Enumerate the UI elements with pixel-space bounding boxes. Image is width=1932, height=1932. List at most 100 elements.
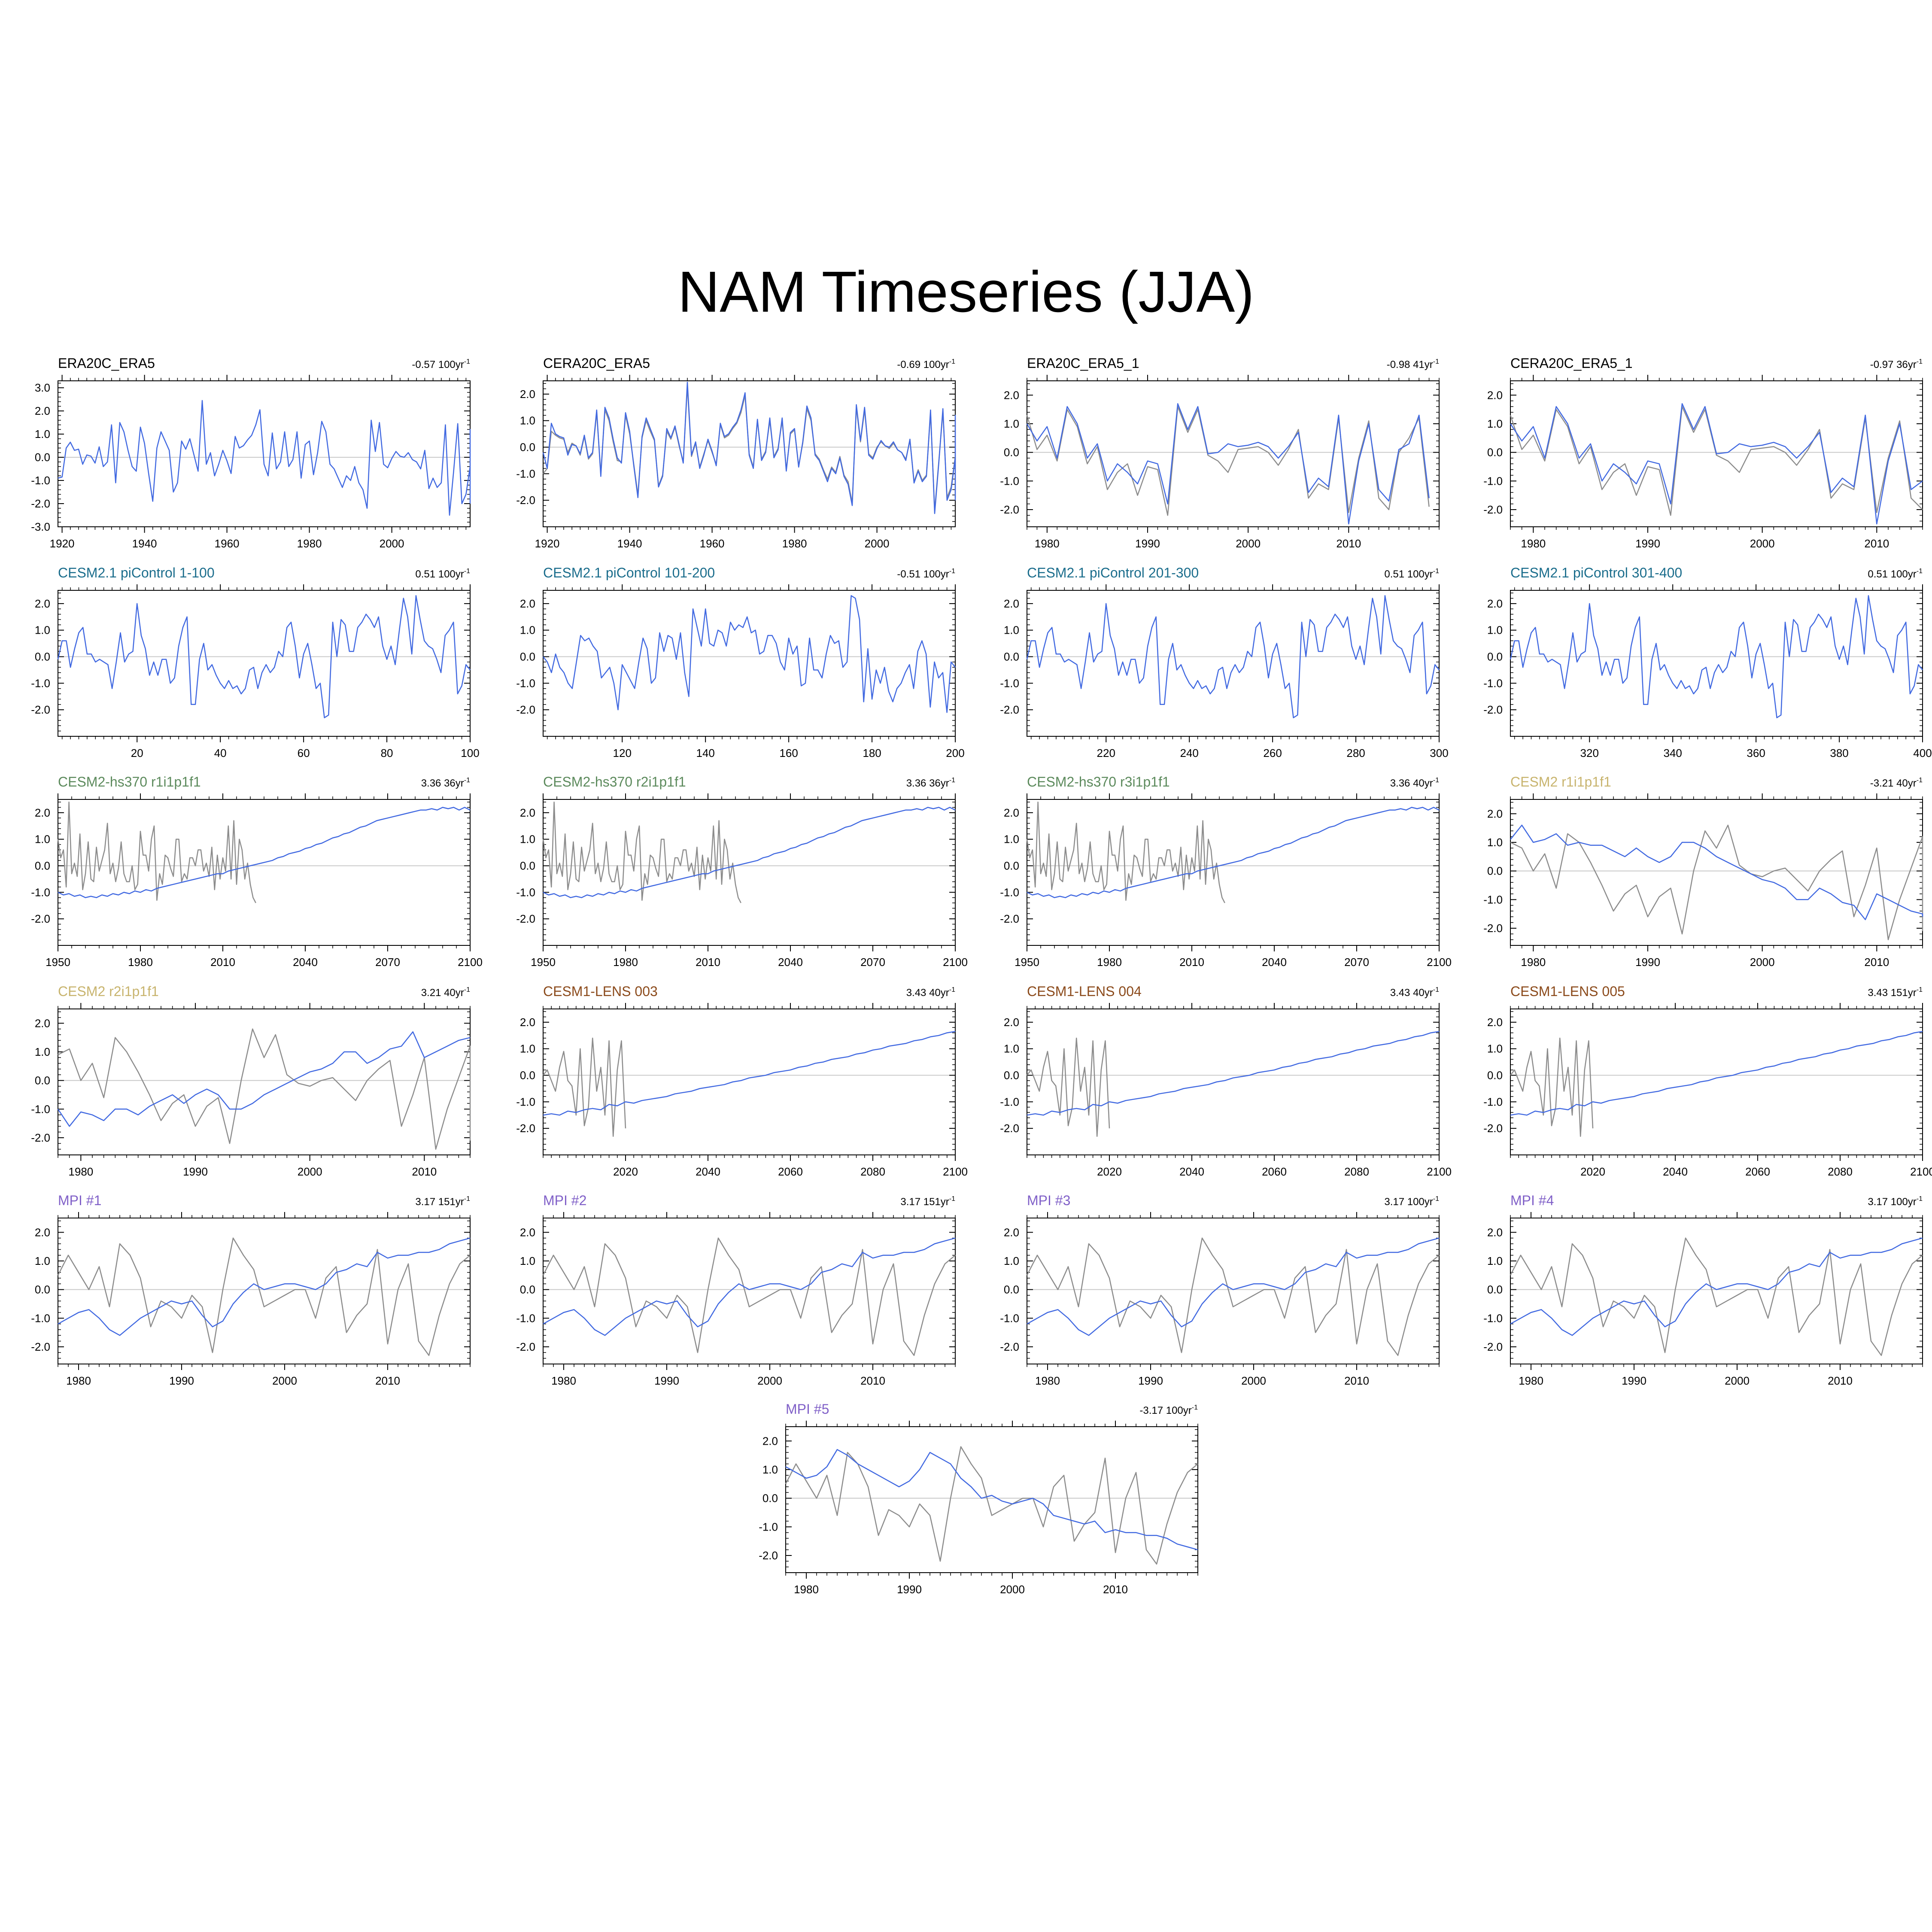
series-line <box>57 1237 471 1356</box>
plot-frame <box>58 1218 471 1364</box>
y-tick-label: 2.0 <box>35 1226 50 1239</box>
y-tick-label: 0.0 <box>1004 860 1019 872</box>
trend-label: -0.51 100yr-1 <box>897 568 955 580</box>
series-line <box>1027 807 1440 898</box>
x-tick-label: 120 <box>613 747 632 759</box>
chart-panel: MPI #3 3.17 100yr-1 -2.0 -1.0 0.0 1.0 2.0 1980 1… <box>1000 1193 1440 1387</box>
series-line <box>543 1031 956 1116</box>
y-tick-label: 2.0 <box>1004 1226 1019 1239</box>
x-tick-label: 1990 <box>897 1583 922 1596</box>
x-tick-label: 360 <box>1747 747 1765 759</box>
x-tick-label: 1980 <box>68 1165 93 1178</box>
x-tick-label: 1980 <box>794 1583 819 1596</box>
chart-panel: CESM1-LENS 005 3.43 151yr-1 -2.0 -1.0 0.0 1.0… <box>1483 984 1932 1178</box>
x-tick-label: 1920 <box>535 537 560 550</box>
plot-frame <box>1027 1218 1440 1364</box>
series-line <box>1510 824 1923 920</box>
panel-title: MPI #4 <box>1510 1193 1554 1208</box>
series-line <box>1510 1031 1923 1116</box>
y-tick-label: 0.0 <box>1004 1069 1019 1082</box>
series-line <box>785 1446 1198 1565</box>
y-tick-label: 0.0 <box>520 1069 535 1082</box>
panel-title: MPI #2 <box>543 1193 586 1208</box>
y-tick-label: -2.0 <box>1000 1122 1019 1135</box>
y-tick-label: 2.0 <box>35 404 50 417</box>
series-line <box>1026 595 1440 718</box>
series-line <box>1026 403 1430 525</box>
x-tick-label: 2100 <box>943 956 968 969</box>
y-tick-label: 0.0 <box>1487 446 1503 459</box>
plot-frame <box>1027 380 1440 527</box>
y-tick-label: 2.0 <box>520 597 535 610</box>
panel-title: CESM1-LENS 003 <box>543 984 658 999</box>
y-tick-label: -2.0 <box>1483 1122 1503 1135</box>
trend-label: -3.21 40yr-1 <box>1870 777 1923 789</box>
x-tick-label: 1920 <box>50 537 75 550</box>
y-tick-label: -1.0 <box>516 1312 535 1324</box>
series-line <box>1510 1037 1594 1137</box>
series-line <box>1510 1237 1923 1356</box>
x-tick-label: 2000 <box>1236 537 1261 550</box>
y-tick-label: -1.0 <box>31 886 50 899</box>
plot-frame <box>1027 799 1440 946</box>
chart-panel: MPI #2 3.17 151yr-1 -2.0 -1.0 0.0 1.0 2.0 1980 1… <box>516 1193 956 1387</box>
chart-panel: CESM2-hs370 r2i1p1f1 3.36 36yr-1 -2.0 -1.0 0… <box>516 774 968 969</box>
y-tick-label: 1.0 <box>1004 624 1019 637</box>
x-tick-label: 2100 <box>458 956 483 969</box>
x-tick-label: 2020 <box>613 1165 638 1178</box>
series-line <box>1510 406 1923 516</box>
panel-title: CESM2.1 piControl 301-400 <box>1510 565 1682 580</box>
x-tick-label: 2000 <box>272 1374 297 1387</box>
trend-label: 3.17 100yr-1 <box>1868 1195 1923 1208</box>
x-tick-label: 2040 <box>778 956 803 969</box>
panel-title: CESM2-hs370 r3i1p1f1 <box>1027 774 1170 790</box>
x-tick-label: 2040 <box>1179 1165 1204 1178</box>
x-tick-label: 1950 <box>46 956 70 969</box>
x-tick-label: 2000 <box>1000 1583 1025 1596</box>
y-tick-label: 1.0 <box>35 624 50 637</box>
x-tick-label: 1980 <box>551 1374 576 1387</box>
y-tick-label: -2.0 <box>31 1340 50 1353</box>
panel-title: CESM2-hs370 r2i1p1f1 <box>543 774 686 790</box>
y-tick-label: -1.0 <box>516 1095 535 1108</box>
y-tick-label: 2.0 <box>762 1434 778 1447</box>
series-line <box>1510 1237 1923 1336</box>
x-tick-label: 2100 <box>943 1165 968 1178</box>
y-tick-label: 1.0 <box>35 428 50 440</box>
plot-frame <box>1027 1009 1440 1155</box>
series-line <box>57 595 471 718</box>
x-tick-label: 1980 <box>1521 537 1546 550</box>
y-tick-label: 1.0 <box>762 1463 778 1476</box>
trend-label: 3.43 151yr-1 <box>1868 986 1923 999</box>
y-tick-label: 2.0 <box>520 388 535 401</box>
plot-frame <box>543 799 956 946</box>
series-line <box>1027 1037 1110 1137</box>
series-line <box>1026 1237 1440 1356</box>
x-tick-label: 2010 <box>696 956 720 969</box>
y-tick-label: 1.0 <box>1487 624 1503 637</box>
y-tick-label: -2.0 <box>1000 703 1019 716</box>
y-tick-label: 0.0 <box>1487 650 1503 663</box>
x-tick-label: 2010 <box>1344 1374 1369 1387</box>
trend-label: 0.51 100yr-1 <box>1384 568 1439 580</box>
x-tick-label: 2010 <box>1103 1583 1128 1596</box>
x-tick-label: 1990 <box>1622 1374 1646 1387</box>
y-tick-label: -2.0 <box>31 1131 50 1144</box>
chart-panel: MPI #5 -3.17 100yr-1 -2.0 -1.0 0.0 1.0 2.0 1980… <box>759 1401 1198 1596</box>
series-line <box>542 801 741 903</box>
x-tick-label: 2010 <box>1828 1374 1853 1387</box>
y-tick-label: 1.0 <box>1004 1042 1019 1055</box>
x-tick-label: 2000 <box>1750 956 1775 969</box>
x-tick-label: 2100 <box>1427 956 1452 969</box>
y-tick-label: -2.0 <box>1483 703 1503 716</box>
y-tick-label: 2.0 <box>35 1017 50 1030</box>
chart-panel: CESM2.1 piControl 201-300 0.51 100yr-1 -2.… <box>1000 565 1449 759</box>
x-tick-label: 2040 <box>293 956 318 969</box>
y-tick-label: -1.0 <box>516 467 535 480</box>
trend-label: 3.36 36yr-1 <box>421 777 470 789</box>
x-tick-label: 1980 <box>613 956 638 969</box>
y-tick-label: 0.0 <box>1004 1283 1019 1296</box>
panel-title: MPI #1 <box>58 1193 101 1208</box>
y-tick-label: 1.0 <box>1487 1255 1503 1267</box>
